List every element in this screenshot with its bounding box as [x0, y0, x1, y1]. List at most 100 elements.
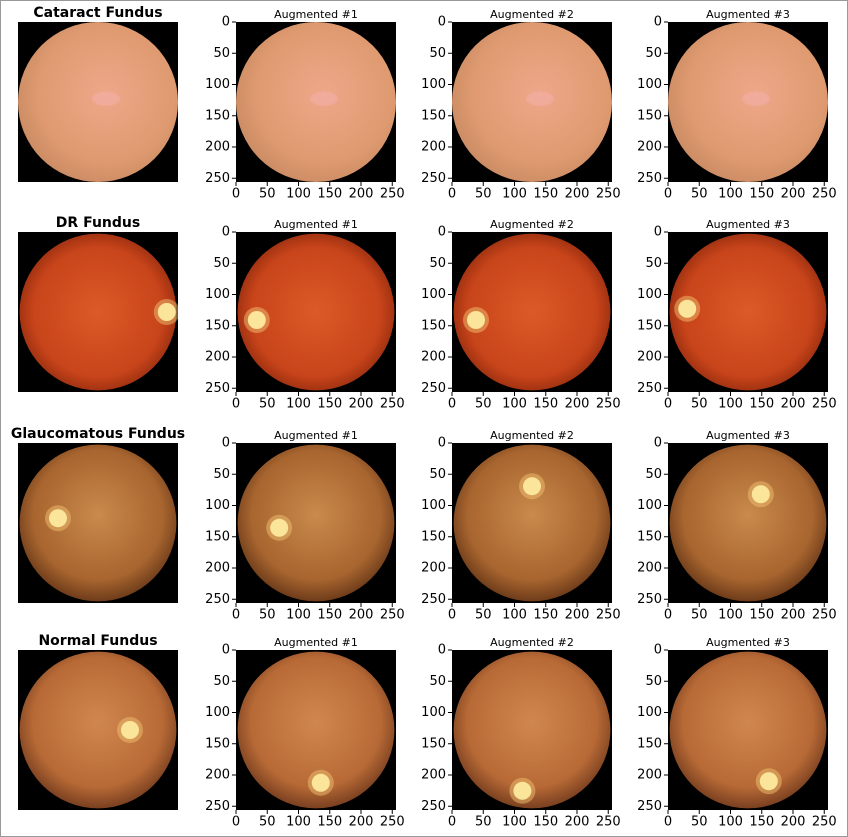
- y-tick-label: 200: [205, 561, 230, 576]
- panel-title: Augmented #2: [490, 636, 574, 649]
- y-tick-label: 250: [421, 799, 446, 814]
- x-tick-label: 50: [691, 608, 708, 623]
- optic-disc: [523, 477, 541, 496]
- x-tick-label: 50: [475, 397, 492, 412]
- y-tick-label: 50: [645, 674, 662, 689]
- x-tick-label: 150: [317, 815, 342, 830]
- panel: Normal Fundus: [18, 633, 178, 810]
- fundus: [669, 651, 827, 809]
- y-tick-label: 100: [421, 705, 446, 720]
- fundus: [453, 651, 611, 809]
- y-tick-label: 250: [205, 171, 230, 186]
- x-tick-label: 150: [317, 187, 342, 202]
- glare: [742, 91, 770, 106]
- fundus: [19, 444, 177, 602]
- x-tick-label: 0: [448, 608, 456, 623]
- optic-disc: [270, 518, 289, 537]
- panel: Augmented #1 0 0 50 50 100 100 150 150 200 200 250 2…: [205, 218, 404, 412]
- x-tick-label: 50: [475, 608, 492, 623]
- y-tick-label: 0: [654, 643, 662, 658]
- y-tick-label: 50: [213, 46, 230, 61]
- y-tick-label: 250: [205, 381, 230, 396]
- x-tick-label: 250: [380, 187, 405, 202]
- x-tick-label: 200: [349, 608, 374, 623]
- y-tick-label: 250: [637, 592, 662, 607]
- y-tick-label: 250: [421, 381, 446, 396]
- x-tick-label: 150: [533, 815, 558, 830]
- x-tick-label: 50: [691, 815, 708, 830]
- panel-title: Augmented #1: [274, 8, 358, 21]
- y-tick-label: 150: [205, 736, 230, 751]
- x-tick-label: 200: [781, 187, 806, 202]
- panel: Augmented #1 0 0 50 50 100 100 150 150 200 200 250 2…: [205, 636, 404, 830]
- fundus-image: [452, 22, 612, 182]
- x-tick-label: 200: [781, 397, 806, 412]
- y-tick-label: 150: [637, 736, 662, 751]
- y-tick-label: 100: [637, 498, 662, 513]
- panel: Augmented #2 0 0 50 50 100 100 150 150 200 200 250 2…: [421, 8, 620, 202]
- y-tick-label: 0: [222, 225, 230, 240]
- optic-disc: [467, 311, 485, 329]
- fundus-image: [453, 233, 611, 391]
- panel-title: Augmented #3: [706, 429, 790, 442]
- fundus: [453, 233, 611, 391]
- x-tick-label: 0: [448, 397, 456, 412]
- x-tick-label: 0: [232, 608, 240, 623]
- y-tick-label: 50: [645, 256, 662, 271]
- x-tick-label: 250: [596, 608, 621, 623]
- fundus-image: [669, 651, 827, 809]
- x-tick-label: 100: [286, 397, 311, 412]
- fundus: [19, 233, 177, 391]
- glare: [526, 91, 554, 106]
- x-tick-label: 0: [232, 187, 240, 202]
- x-tick-label: 200: [565, 815, 590, 830]
- panel-title: Augmented #1: [274, 429, 358, 442]
- y-tick-label: 200: [205, 350, 230, 365]
- y-tick-label: 200: [421, 768, 446, 783]
- panel: Cataract Fundus: [18, 5, 178, 182]
- y-tick-label: 150: [421, 736, 446, 751]
- y-tick-label: 50: [213, 674, 230, 689]
- y-tick-label: 150: [205, 318, 230, 333]
- x-tick-label: 100: [718, 397, 743, 412]
- fundus-image: [19, 233, 178, 391]
- panel: Augmented #1 0 0 50 50 100 100 150 150 200 200 250 2…: [205, 429, 404, 623]
- y-tick-label: 50: [213, 256, 230, 271]
- optic-disc: [157, 303, 176, 321]
- fundus-image: [453, 651, 611, 809]
- x-tick-label: 200: [349, 187, 374, 202]
- y-tick-label: 50: [645, 46, 662, 61]
- x-tick-label: 100: [286, 608, 311, 623]
- fundus-image: [668, 22, 828, 182]
- x-tick-label: 150: [533, 397, 558, 412]
- x-tick-label: 0: [448, 187, 456, 202]
- y-tick-label: 50: [429, 46, 446, 61]
- panel-title: Normal Fundus: [38, 633, 157, 649]
- panel-title: Augmented #3: [706, 218, 790, 231]
- panel-title: DR Fundus: [56, 215, 140, 231]
- fundus-image: [669, 444, 827, 602]
- panel-title: Augmented #3: [706, 8, 790, 21]
- x-tick-label: 0: [232, 815, 240, 830]
- optic-disc: [247, 311, 266, 329]
- x-tick-label: 50: [691, 187, 708, 202]
- y-tick-label: 100: [637, 287, 662, 302]
- x-tick-label: 250: [812, 397, 837, 412]
- fundus: [237, 444, 395, 602]
- fundus: [237, 233, 395, 391]
- panel-title: Glaucomatous Fundus: [11, 426, 185, 442]
- panel: Augmented #3 0 0 50 50 100 100 150 150 200 200 250 2…: [637, 218, 836, 412]
- fundus-image: [237, 233, 395, 391]
- y-tick-label: 0: [654, 225, 662, 240]
- x-tick-label: 50: [475, 815, 492, 830]
- x-tick-label: 50: [259, 608, 276, 623]
- x-tick-label: 50: [691, 397, 708, 412]
- x-tick-label: 150: [749, 815, 774, 830]
- x-tick-label: 0: [232, 397, 240, 412]
- y-tick-label: 50: [429, 256, 446, 271]
- x-tick-label: 250: [380, 815, 405, 830]
- y-tick-label: 250: [421, 171, 446, 186]
- y-tick-label: 150: [637, 318, 662, 333]
- x-tick-label: 50: [475, 187, 492, 202]
